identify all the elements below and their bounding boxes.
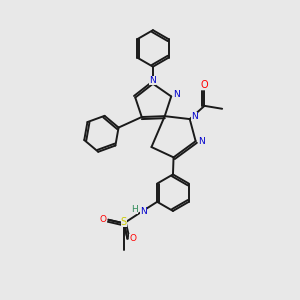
Text: N: N: [198, 137, 205, 146]
Text: N: N: [173, 90, 180, 99]
Text: O: O: [201, 80, 208, 90]
Text: N: N: [149, 76, 156, 85]
Text: O: O: [100, 215, 107, 224]
Text: N: N: [191, 112, 198, 121]
Text: O: O: [129, 234, 136, 243]
Text: S: S: [121, 217, 127, 227]
Text: N: N: [140, 207, 147, 216]
Text: H: H: [131, 205, 138, 214]
